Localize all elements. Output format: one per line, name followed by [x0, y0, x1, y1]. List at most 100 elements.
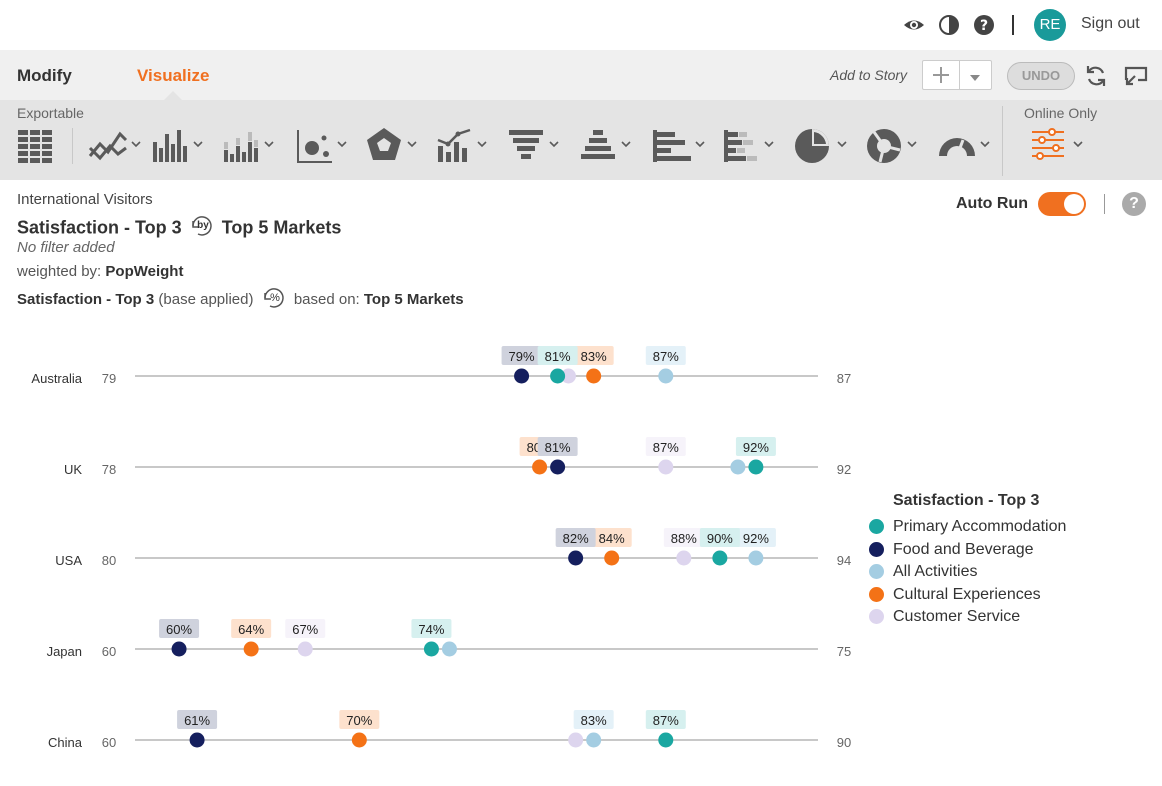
sign-out-link[interactable]: Sign out [1081, 15, 1140, 32]
chevron-down-icon[interactable] [967, 70, 983, 88]
data-label-bg [573, 710, 614, 729]
legend-label: Customer Service [893, 608, 1021, 626]
present-icon[interactable] [1123, 64, 1149, 93]
data-label-bg [645, 710, 686, 729]
data-label: 81% [545, 349, 571, 364]
analysis-title: Satisfaction - Top 3 by Top 5 Markets [17, 214, 341, 243]
pyramid-chart-icon[interactable] [580, 126, 636, 166]
percent-glyph: % [270, 292, 280, 304]
market-label: Japan [47, 644, 82, 659]
data-label-bg [645, 346, 686, 365]
donut-chart-icon[interactable] [866, 126, 922, 166]
active-tab-caret [164, 91, 182, 100]
add-to-story-control [922, 60, 992, 90]
funnel-chart-icon[interactable] [508, 126, 564, 166]
data-label: 82% [563, 531, 589, 546]
contrast-icon[interactable] [938, 14, 960, 36]
auto-run-label: Auto Run [956, 195, 1028, 212]
data-label: 92% [743, 440, 769, 455]
legend-item[interactable]: All Activities [869, 561, 1066, 584]
legend-item[interactable]: Primary Accommodation [869, 516, 1066, 539]
filter-sliders-icon[interactable] [1030, 126, 1086, 166]
plus-icon[interactable] [931, 65, 951, 90]
data-label-bg [159, 619, 200, 638]
stacked-horizontal-bar-icon[interactable] [723, 126, 779, 166]
data-label: 74% [418, 622, 444, 637]
row-max-label: 90 [837, 735, 851, 750]
gauge-chart-icon[interactable] [937, 126, 993, 166]
dot-cultural-experiences [243, 641, 259, 657]
weight-variable: PopWeight [105, 263, 184, 280]
data-label-bg [339, 710, 380, 729]
legend-item[interactable]: Food and Beverage [869, 539, 1066, 562]
dot-all-activities [441, 641, 457, 657]
dot-customer-service [658, 459, 674, 475]
legend-swatch [869, 541, 884, 557]
data-label-bg [537, 437, 578, 456]
visualization-toolbar: Exportable Online Only [0, 100, 1162, 180]
data-label-bg [699, 528, 740, 547]
column-variable[interactable]: Top 5 Markets [221, 217, 342, 238]
eye-icon[interactable] [903, 14, 925, 36]
line-chart-icon[interactable] [88, 126, 144, 166]
based-on-prefix: based on: [293, 290, 360, 308]
data-label-bg [555, 528, 596, 547]
avatar[interactable]: RE [1034, 9, 1066, 41]
stacked-bar-icon[interactable] [223, 126, 279, 166]
bar-chart-icon[interactable] [152, 126, 208, 166]
dot-all-activities [658, 368, 674, 384]
percent-swap-icon[interactable]: % [261, 286, 287, 314]
data-label-bg [231, 619, 272, 638]
combo-chart-icon[interactable] [436, 126, 492, 166]
market-label: UK [64, 462, 82, 477]
data-label: 87% [653, 713, 679, 728]
auto-run-divider [1104, 194, 1105, 214]
data-label: 90% [707, 531, 733, 546]
dot-cultural-experiences [351, 732, 367, 748]
data-label: 84% [599, 531, 625, 546]
row-china: China 60 90 83% 70% 61% 87% [48, 710, 851, 750]
weighted-prefix: weighted by: [17, 263, 102, 280]
data-label: 67% [292, 622, 318, 637]
legend-swatch [869, 564, 884, 580]
legend-swatch [869, 586, 884, 602]
table-icon[interactable] [17, 126, 55, 166]
filter-status: No filter added [17, 239, 115, 256]
swap-by-icon[interactable]: by [189, 214, 215, 243]
pie-chart-icon[interactable] [794, 126, 850, 166]
market-label: USA [55, 553, 82, 568]
row-min-label: 79 [102, 371, 116, 386]
help-icon-secondary[interactable]: ? [1122, 192, 1146, 216]
tab-visualize[interactable]: Visualize [137, 66, 210, 85]
data-label: 88% [671, 531, 697, 546]
data-label-bg [411, 619, 452, 638]
dot-food-and-beverage [171, 641, 187, 657]
add-to-story-label: Add to Story [830, 67, 908, 83]
auto-run-toggle[interactable] [1038, 192, 1086, 216]
legend-label: Cultural Experiences [893, 585, 1041, 603]
data-label-bg [177, 710, 218, 729]
radar-chart-icon[interactable] [366, 126, 422, 166]
dot-primary-accommodation [748, 459, 764, 475]
dot-primary-accommodation [658, 732, 674, 748]
data-label-bg [645, 437, 686, 456]
data-label-bg [537, 346, 578, 365]
row-max-label: 87 [837, 371, 851, 386]
data-label: 79% [509, 349, 535, 364]
scatter-chart-icon[interactable] [296, 126, 352, 166]
legend-item[interactable]: Customer Service [869, 606, 1066, 629]
horizontal-bar-icon[interactable] [652, 126, 708, 166]
refresh-icon[interactable] [1084, 64, 1108, 93]
legend-item[interactable]: Cultural Experiences [869, 584, 1066, 607]
tab-modify[interactable]: Modify [17, 66, 72, 85]
help-icon[interactable]: ? [973, 14, 995, 36]
data-label: 83% [581, 349, 607, 364]
row-max-label: 94 [837, 553, 851, 568]
dot-customer-service [676, 550, 692, 566]
data-label-bg [663, 528, 704, 547]
row-variable[interactable]: Satisfaction - Top 3 [17, 217, 182, 238]
dot-primary-accommodation [550, 368, 566, 384]
topbar-divider [1012, 15, 1014, 35]
dot-customer-service [560, 368, 576, 384]
undo-button[interactable]: UNDO [1007, 62, 1075, 90]
